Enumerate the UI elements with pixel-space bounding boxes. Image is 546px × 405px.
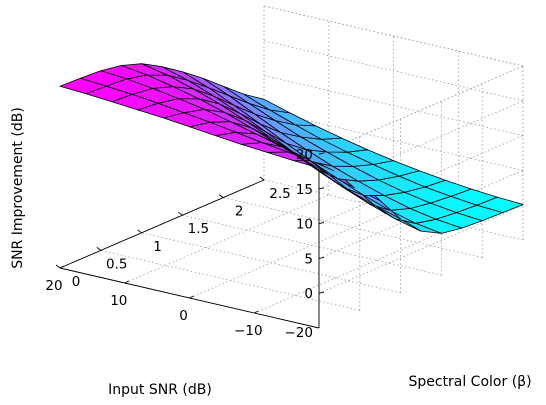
x-tick bbox=[254, 310, 259, 314]
x-tick-label: 10 bbox=[110, 293, 127, 309]
grid-line bbox=[318, 65, 524, 155]
x-tick bbox=[189, 295, 194, 299]
x-axis-label: Input SNR (dB) bbox=[108, 382, 212, 398]
z-tick-label: 15 bbox=[296, 182, 313, 198]
tick-labels: 0 5 10 15 20 −10 0 10 20 −20 0 0.5 1 1.5 2 2.5 bbox=[45, 147, 313, 341]
y-tick bbox=[218, 194, 224, 198]
grid-line bbox=[223, 197, 483, 258]
y-tick-label: 0.5 bbox=[106, 256, 127, 272]
y-tick-label: 1.5 bbox=[188, 221, 209, 237]
y-tick-label: 1 bbox=[153, 239, 162, 255]
grid-line bbox=[318, 204, 524, 294]
grid-line bbox=[318, 170, 524, 259]
surface bbox=[59, 63, 524, 234]
z-tick-label: 5 bbox=[304, 251, 313, 267]
y-tick-label: 0 bbox=[72, 274, 81, 290]
y-tick bbox=[178, 211, 183, 216]
x-tick-label: 20 bbox=[45, 278, 62, 294]
y-tick bbox=[259, 176, 265, 181]
y-tick-label: 2.5 bbox=[269, 186, 290, 202]
y-tick bbox=[137, 229, 142, 234]
grid-line bbox=[318, 135, 524, 224]
grid-line bbox=[254, 224, 459, 314]
tick-marks bbox=[55, 152, 325, 314]
z-tick bbox=[318, 291, 325, 294]
grid-line bbox=[263, 110, 524, 171]
y-tick-label: 2 bbox=[235, 204, 244, 220]
grid-line bbox=[263, 5, 524, 67]
y-tick bbox=[96, 247, 102, 251]
z-tick-label: 10 bbox=[296, 217, 313, 233]
z-tick-label: 0 bbox=[304, 286, 313, 302]
x-tick bbox=[124, 280, 130, 284]
z-tick-label: 20 bbox=[296, 147, 313, 163]
x-tick-label: 0 bbox=[179, 308, 188, 324]
z-tick bbox=[318, 152, 325, 155]
z-tick bbox=[318, 222, 325, 225]
x-tick bbox=[59, 265, 65, 269]
y-tick bbox=[55, 264, 61, 269]
grid-line bbox=[124, 194, 329, 284]
z-tick bbox=[318, 256, 325, 259]
z-axis-label: SNR Improvement (dB) bbox=[10, 107, 26, 269]
x-tick-label: −10 bbox=[234, 323, 263, 339]
x-tick-label: −20 bbox=[285, 325, 314, 341]
grid-lines bbox=[59, 5, 524, 329]
surface-patch bbox=[59, 77, 107, 95]
y-axis-label: Spectral Color (β) bbox=[408, 374, 531, 390]
y-axis-line bbox=[59, 179, 265, 269]
grid-line bbox=[189, 209, 394, 299]
grid-line bbox=[263, 40, 524, 102]
z-tick bbox=[318, 187, 325, 190]
